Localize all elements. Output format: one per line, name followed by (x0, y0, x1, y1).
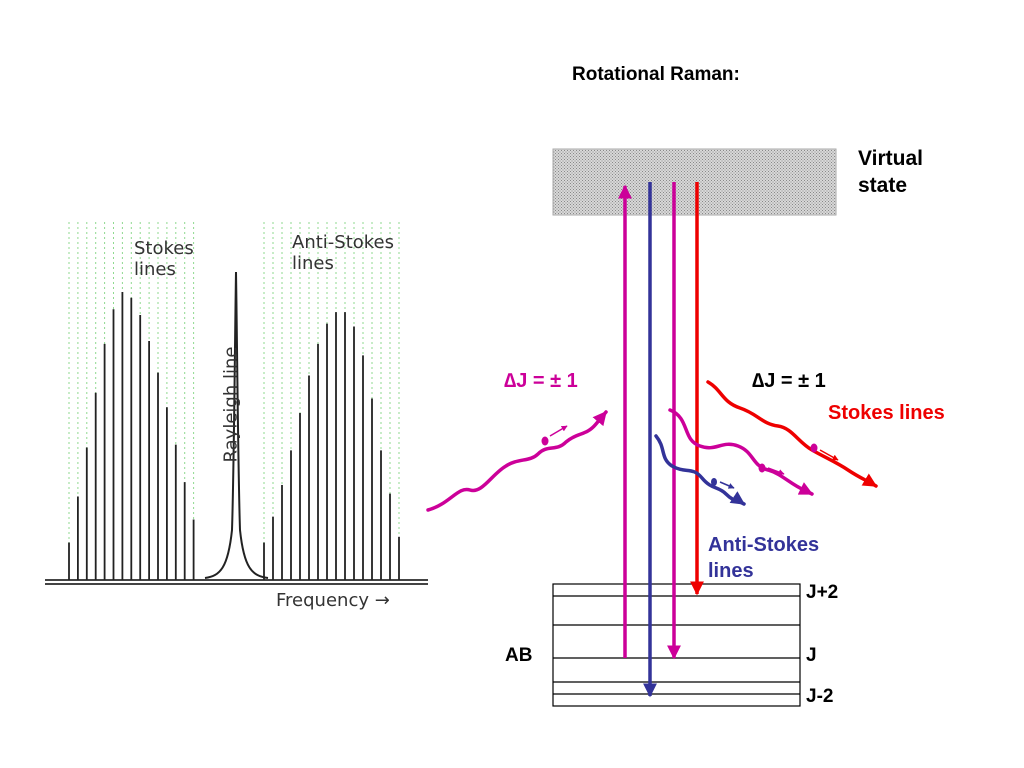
molecule-label: AB (505, 645, 533, 666)
incoming-photon-wave (426, 410, 608, 512)
antistokes-scattered-photon (654, 434, 746, 506)
molecule-motion-arrow (719, 481, 735, 489)
stokes-scattered-photon (706, 380, 878, 488)
level-label-j: J (806, 645, 817, 666)
delta-j-left-label: ∆J = ± 1 (504, 370, 578, 392)
energy-levels (552, 583, 801, 707)
rayleigh-wave (668, 408, 814, 496)
virtual-state-label: Virtual state (858, 145, 923, 199)
antistokes-spectrum-label-line1: Anti-Stokes (292, 232, 395, 253)
level-box (552, 583, 801, 707)
stokes-lines-label-line2: lines (134, 259, 176, 280)
transition-arrows (618, 182, 704, 698)
incoming-photon (426, 410, 608, 512)
virtual-state-box (552, 148, 837, 216)
spectrum-lines (68, 292, 400, 580)
stokes-lines-label: Stokes lines (134, 238, 194, 280)
antistokes-spectrum-label-line2: lines (292, 253, 334, 274)
level-label-j-plus-2: J+2 (806, 582, 839, 603)
molecule-motion-arrow (819, 449, 839, 461)
antistokes-lines-diagram-label: Anti-Stokes lines (708, 532, 819, 584)
virtual-state-label-line1: Virtual (858, 147, 923, 170)
molecule-dot (758, 463, 766, 473)
molecule-motion-arrow (767, 467, 785, 475)
antistokes-spectrum-label: Anti-Stokes lines (292, 232, 394, 274)
antistokes-wave (654, 434, 746, 506)
antistokes-lines-line2: lines (708, 560, 754, 582)
rayleigh-scattered-photon (668, 408, 814, 496)
stokes-wave (706, 380, 878, 488)
molecule-dot (810, 443, 818, 453)
frequency-axis-label: Frequency → (276, 590, 390, 611)
level-label-j-minus-2: J-2 (806, 686, 834, 707)
stokes-lines-label-line1: Stokes (134, 238, 194, 259)
molecule-dot (541, 436, 549, 446)
antistokes-lines-line1: Anti-Stokes (708, 534, 820, 556)
spectrum-baseline (45, 579, 428, 585)
molecule-dot (711, 478, 717, 486)
stokes-lines-diagram-label: Stokes lines (828, 402, 945, 424)
rayleigh-peak (204, 271, 269, 579)
virtual-state-label-line2: state (858, 174, 908, 197)
raman-spectrum (45, 222, 428, 585)
rayleigh-line-label: Rayleigh line (220, 346, 242, 463)
delta-j-right-label: ∆J = ± 1 (752, 370, 826, 392)
molecule-motion-arrow (549, 425, 568, 437)
page-title: Rotational Raman: (572, 64, 740, 85)
